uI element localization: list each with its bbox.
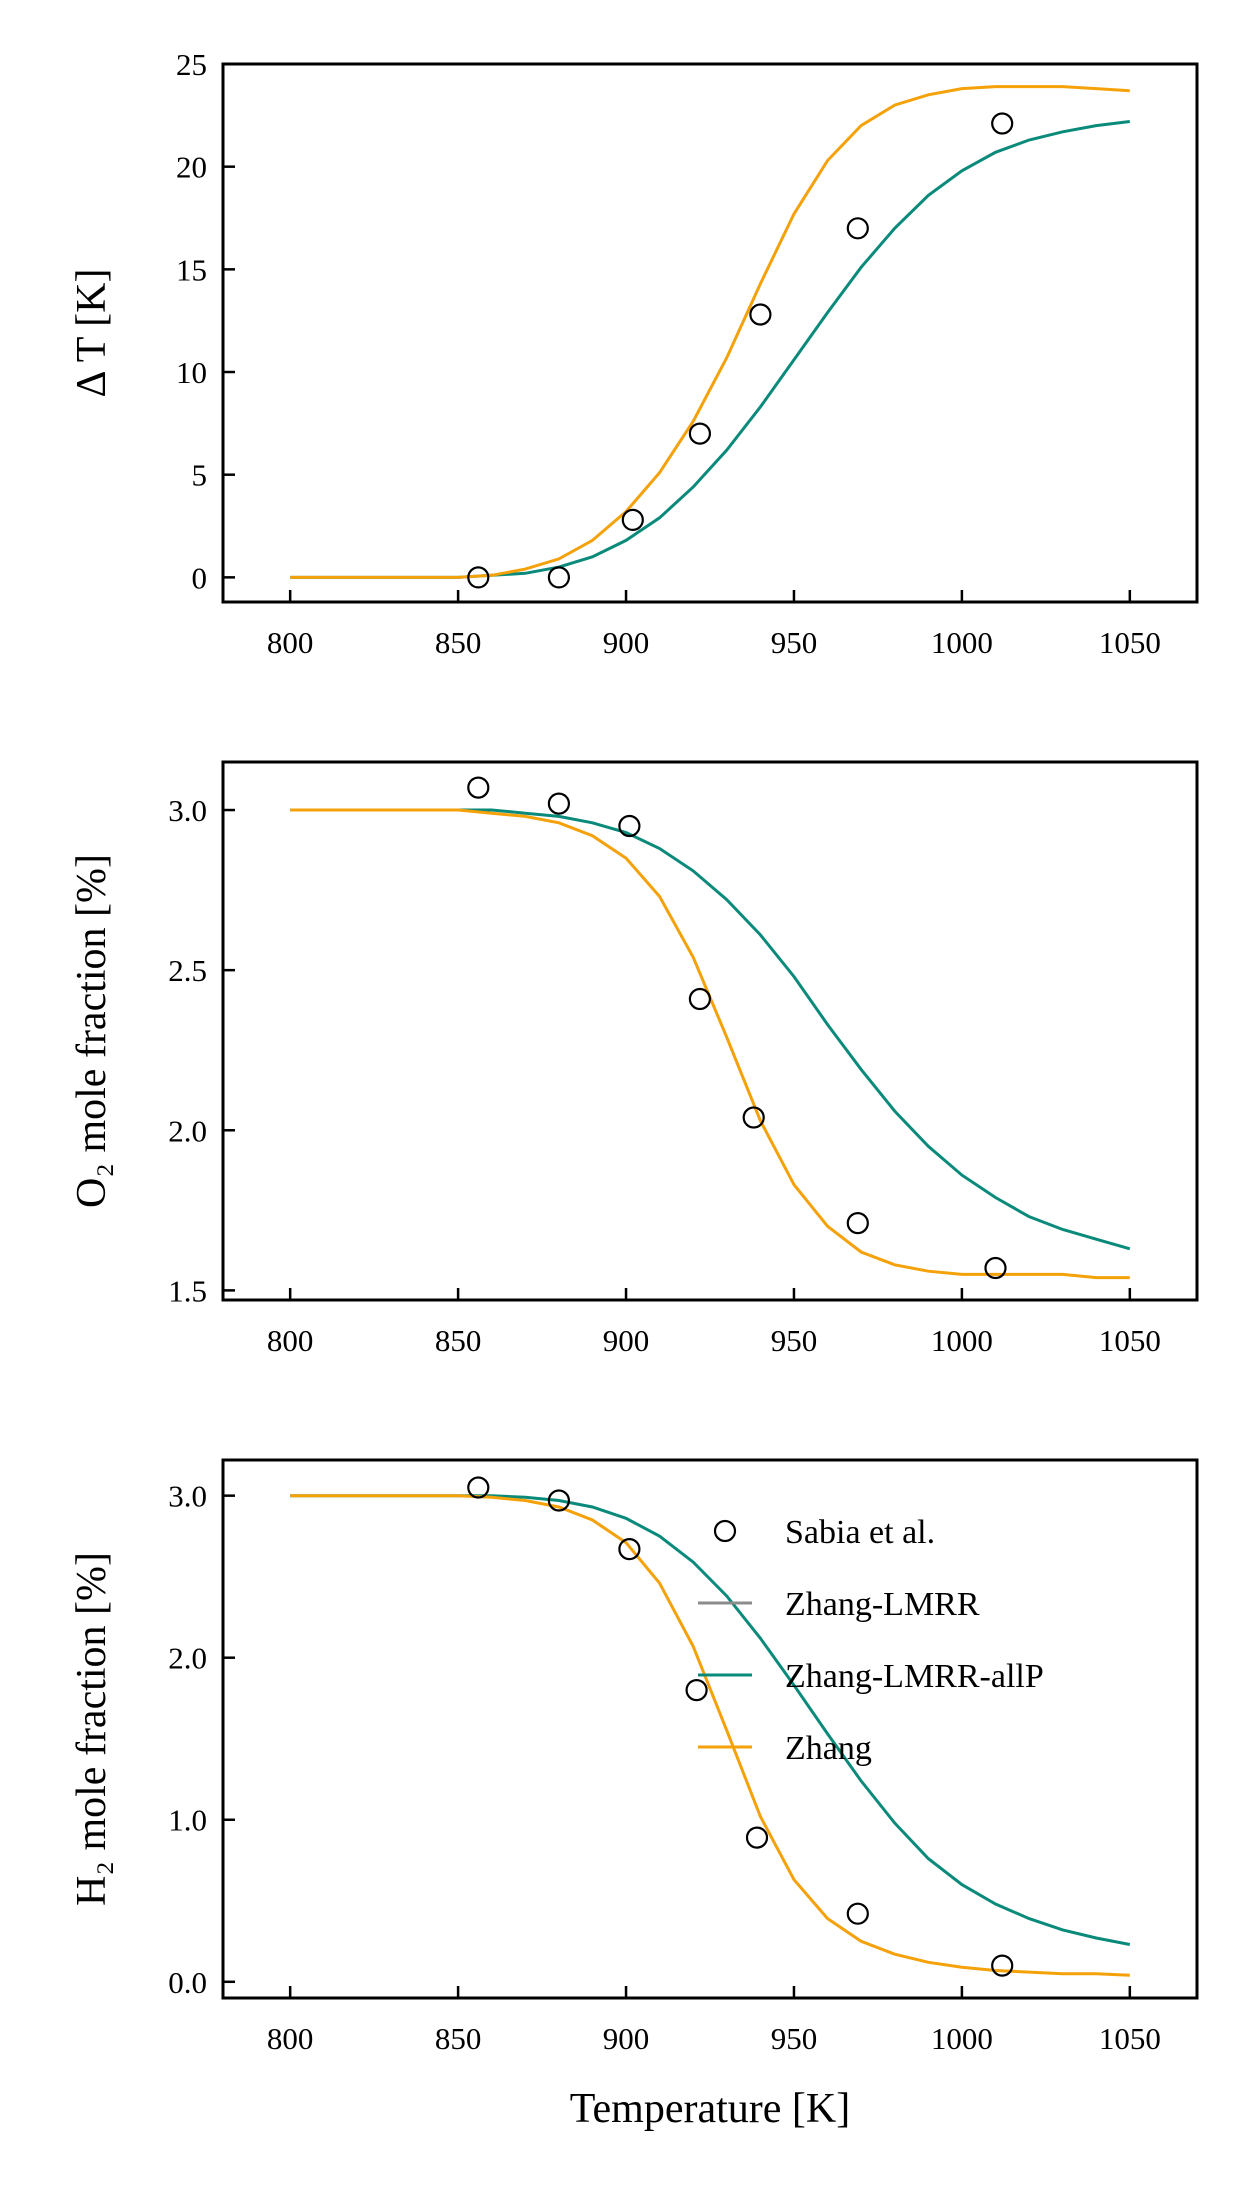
y-tick-label: 1.5	[168, 1273, 207, 1308]
y-axis-label: Δ T [K]	[69, 269, 115, 398]
y-tick-label: 25	[176, 47, 207, 82]
y-tick-label: 5	[192, 458, 208, 493]
data-point-sabia	[688, 987, 712, 1011]
x-tick-label: 850	[435, 2021, 482, 2056]
x-tick-label: 900	[603, 2021, 650, 2056]
series-line-zhang-lmrr-allp	[290, 120, 1130, 579]
data-point-sabia	[547, 1489, 571, 1512]
series-line-zhang-lmrr-allp	[290, 808, 1131, 1251]
legend-label: Zhang-LMRR	[785, 1586, 980, 1623]
data-point-sabia	[846, 1902, 869, 1925]
series-line-zhang	[290, 1494, 1130, 1977]
data-point-sabia	[984, 1256, 1007, 1280]
y-tick-label: 3.0	[168, 1479, 207, 1514]
series-line-zhang-lmrr-allp	[290, 1494, 1131, 1946]
data-point-sabia	[749, 303, 772, 326]
data-point-sabia	[621, 508, 644, 532]
x-tick-label: 800	[267, 625, 314, 660]
y-axis-label: O₂ mole fraction [%]	[69, 854, 115, 1208]
x-tick-label: 1000	[931, 625, 993, 660]
x-tick-label: 1050	[1099, 1323, 1161, 1358]
data-point-sabia	[547, 566, 571, 589]
y-tick-label: 1.0	[168, 1803, 207, 1838]
plot-frame	[221, 1458, 1199, 2000]
y-tick-label: 0	[192, 560, 208, 595]
data-point-sabia	[618, 1537, 641, 1561]
x-axis-label: Temperature [K]	[570, 2086, 850, 2132]
legend: Sabia et al. Zhang-LMRR Zhang-LMRR-allP Zha…	[698, 1514, 1044, 1767]
x-tick-label: 1050	[1099, 625, 1161, 660]
y-tick-label: 10	[176, 355, 207, 390]
x-tick-label: 850	[435, 1323, 482, 1358]
legend-label: Zhang-LMRR-allP	[785, 1658, 1044, 1695]
y-tick-label: 2.5	[168, 953, 207, 988]
series-line-zhang	[290, 808, 1130, 1280]
x-tick-label: 1000	[931, 2021, 993, 2056]
data-point-sabia	[846, 217, 869, 240]
plot-frame	[221, 62, 1199, 604]
data-point-sabia	[467, 1476, 490, 1499]
data-point-sabia	[991, 1954, 1014, 1977]
x-tick-label: 800	[267, 1323, 314, 1358]
data-point-sabia	[745, 1826, 769, 1849]
y-tick-label: 2.0	[168, 1113, 207, 1148]
y-tick-label: 0.0	[168, 1965, 207, 2000]
panel-3: 800 850 900 950 1000 1050 0.0 1.0 2.0 3.0 H₂ mole …	[69, 1458, 1199, 2132]
data-point-sabia	[618, 814, 641, 838]
x-tick-label: 800	[267, 2021, 314, 2056]
panel-1: 800 850 900 950 1000 1050 0 5 10 15 20 25 Δ T [K]	[69, 47, 1199, 660]
y-axis-label: H₂ mole fraction [%]	[69, 1552, 115, 1906]
x-tick-label: 850	[435, 625, 482, 660]
data-point-sabia	[467, 776, 490, 799]
x-tick-label: 900	[603, 625, 650, 660]
data-point-sabia	[685, 1678, 708, 1702]
data-point-sabia	[467, 566, 490, 589]
data-point-sabia	[991, 112, 1014, 135]
y-tick-label: 20	[176, 150, 207, 185]
x-tick-label: 900	[603, 1323, 650, 1358]
series-line-zhang	[290, 85, 1130, 579]
data-point-sabia	[688, 422, 712, 445]
y-tick-label: 2.0	[168, 1641, 207, 1676]
panel-2: 800 850 900 950 1000 1050 1.5 2.0 2.5 3.0 O₂ mole …	[69, 760, 1199, 1358]
data-point-sabia	[846, 1211, 869, 1235]
x-tick-label: 950	[771, 625, 818, 660]
data-point-sabia	[547, 792, 571, 815]
x-tick-label: 950	[771, 2021, 818, 2056]
x-tick-label: 1000	[931, 1323, 993, 1358]
legend-marker-sabia	[713, 1519, 737, 1543]
plot-frame	[221, 760, 1199, 1302]
x-tick-label: 1050	[1099, 2021, 1161, 2056]
legend-label: Sabia et al.	[785, 1514, 935, 1551]
y-tick-label: 15	[176, 252, 207, 287]
legend-label: Zhang	[785, 1730, 872, 1767]
data-point-sabia	[742, 1106, 765, 1129]
x-tick-label: 950	[771, 1323, 818, 1358]
y-tick-label: 3.0	[168, 793, 207, 828]
